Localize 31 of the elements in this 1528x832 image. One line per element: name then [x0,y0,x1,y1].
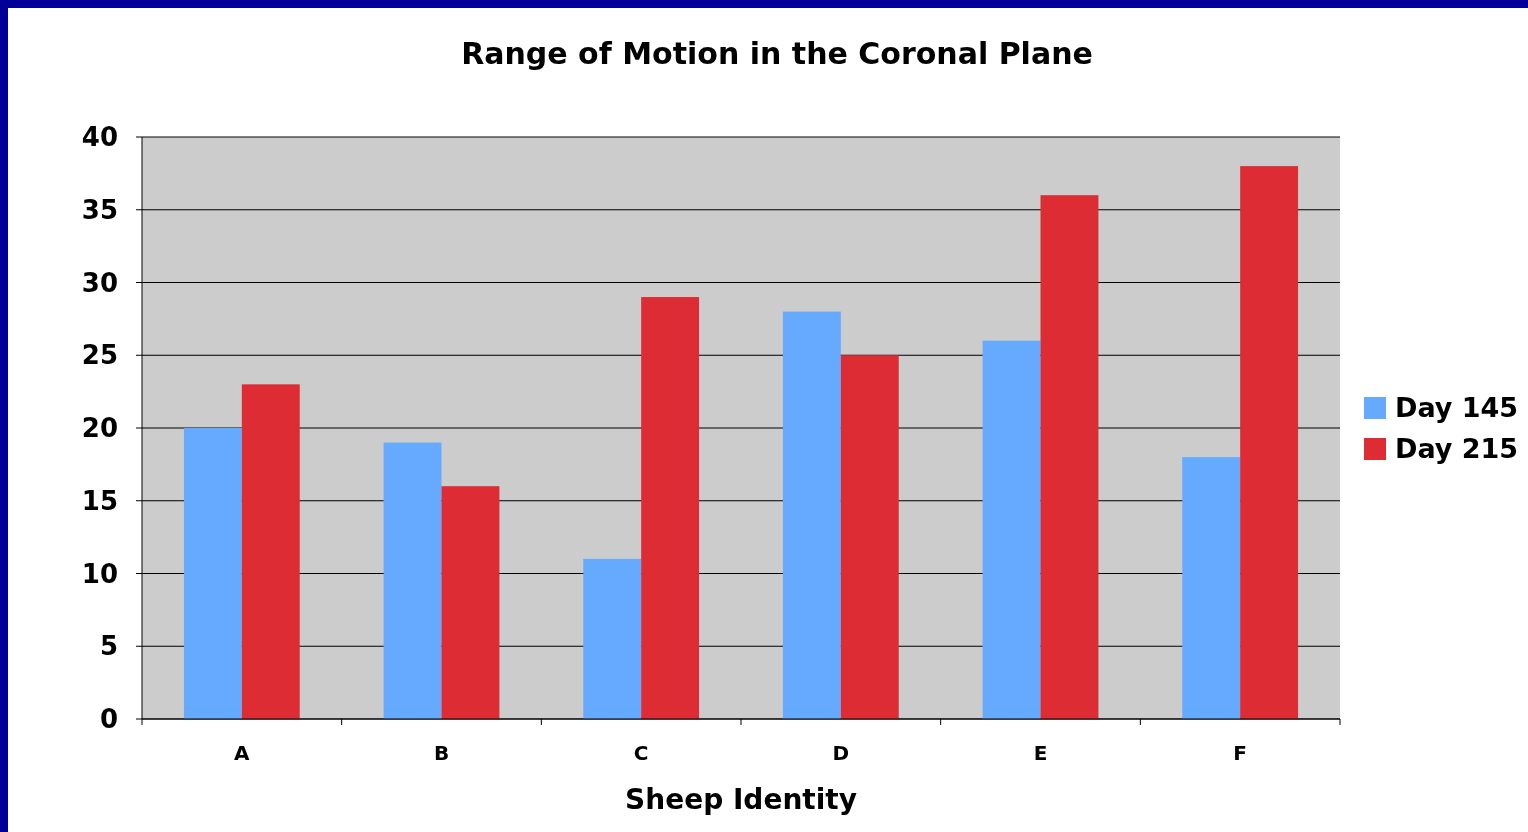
legend-label: Day 215 [1395,433,1519,465]
bar [782,311,841,719]
bar [840,355,899,719]
y-tick-label: 40 [81,122,118,153]
bar [1182,457,1241,719]
x-tick-label: D [832,741,850,765]
x-tick-label: F [1233,741,1247,765]
bar [241,384,300,719]
x-tick-label: B [433,741,450,765]
bar [982,340,1041,719]
chart-title: Range of Motion in the Coronal Plane [461,36,1093,71]
bar [383,442,442,719]
y-tick-label: 15 [81,485,118,516]
y-tick-label: 35 [81,194,118,225]
x-tick-label: E [1033,741,1048,765]
bar [183,428,242,719]
x-axis-title: Sheep Identity [625,783,857,816]
y-tick-label: 20 [81,413,118,444]
bar [1040,195,1099,719]
x-tick-label: C [633,741,649,765]
legend-label: Day 145 [1395,392,1519,424]
bar [441,486,500,719]
y-tick-label: 25 [81,340,118,371]
bar [583,558,642,719]
bar [1240,166,1299,719]
x-tick-label: A [234,741,251,765]
y-tick-label: 0 [99,704,118,735]
y-tick-label: 30 [81,267,118,298]
bar [641,297,700,719]
y-tick-label: 10 [81,558,118,589]
y-tick-label: 5 [99,631,118,662]
